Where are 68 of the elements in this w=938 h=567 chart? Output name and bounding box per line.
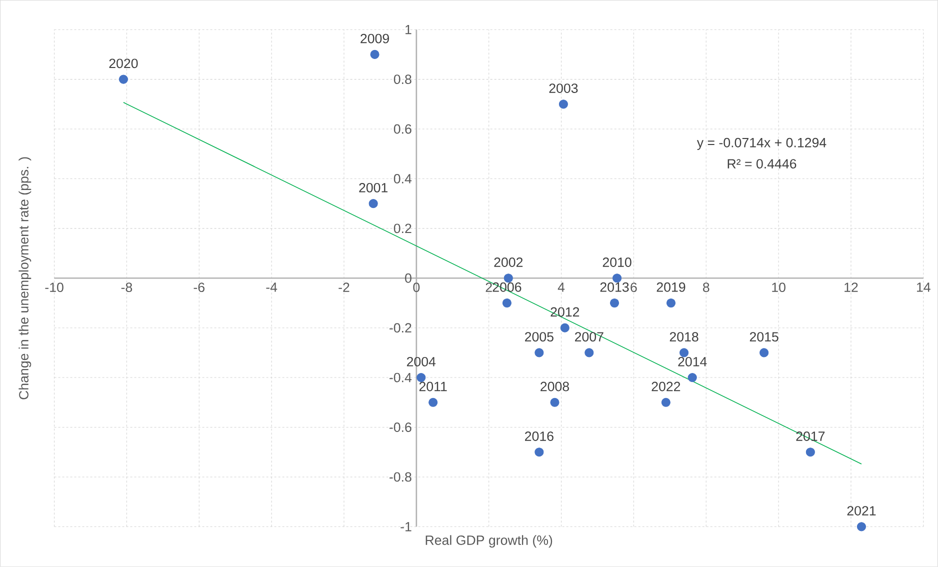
annotation: 2007 (574, 332, 604, 342)
y-tick-label: 0.6 (394, 124, 412, 134)
annotation: 2001 (359, 183, 388, 192)
point (370, 50, 380, 60)
x-axis-title: Real GDP growth (%) (426, 535, 552, 548)
point (610, 298, 620, 308)
annotation: 2016 (525, 432, 554, 441)
point (584, 348, 594, 358)
x-tick-label: 8 (703, 282, 710, 292)
y-tick-label: -1 (400, 522, 412, 532)
point (760, 348, 769, 358)
point (550, 398, 560, 407)
x-tick-label: -10 (45, 282, 64, 292)
annotation: 2015 (750, 332, 778, 342)
annotation: 2005 (525, 332, 554, 342)
point (661, 398, 670, 407)
annotation: 2008 (540, 382, 569, 392)
annotation: 2020 (109, 58, 138, 68)
y-axis-title: Change in the unemployment rate (pps. ) (18, 157, 32, 400)
point (856, 522, 866, 532)
x-tick-label: 14 (917, 282, 930, 292)
point (806, 448, 815, 457)
point (502, 298, 512, 308)
x-tick-label: -2 (338, 282, 350, 292)
annotation: 2009 (360, 34, 389, 44)
x-tick-label: 4 (558, 282, 565, 292)
annotation: 2019 (656, 282, 686, 292)
point (679, 348, 689, 358)
x-tick-label: 6 (630, 282, 637, 292)
annotation: 2003 (549, 84, 578, 94)
x-tick-label: 12 (844, 282, 858, 292)
annotation: 2022 (652, 382, 680, 392)
y-tick-label: -0.6 (390, 422, 412, 432)
point (534, 348, 544, 358)
annotation: 2010 (602, 258, 632, 267)
annotation: 2021 (847, 506, 876, 516)
annotation: y = -0.0714x + 0.1294 (696, 138, 826, 150)
annotation: 2004 (406, 356, 436, 366)
y-tick-label: 1 (406, 25, 412, 34)
point (368, 199, 378, 208)
y-tick-label: -0.4 (390, 372, 412, 382)
y-tick-label: 0.8 (394, 74, 412, 84)
y-tick-label: 0 (405, 273, 412, 283)
x-tick-label: -8 (121, 282, 132, 292)
point (428, 398, 438, 407)
annotation: R² = 0.4446 (728, 159, 796, 169)
annotation: 2013 (600, 282, 629, 292)
annotation: 2012 (550, 307, 580, 317)
point (688, 373, 697, 382)
y-tick-label: 0.4 (394, 174, 412, 184)
point (558, 100, 568, 109)
point (560, 323, 570, 332)
x-tick-label: -4 (266, 282, 278, 292)
y-tick-label: -0.2 (390, 323, 412, 333)
point (118, 74, 128, 84)
x-tick-label: 10 (772, 282, 786, 292)
y-tick-label: 0.2 (394, 224, 412, 234)
y-tick-label: -0.8 (390, 472, 412, 482)
x-tick-label: 0 (413, 282, 420, 292)
annotation: 2014 (678, 356, 707, 366)
point (666, 298, 676, 308)
x-tick-label: 2 (486, 282, 492, 292)
annotation: 2018 (670, 332, 698, 342)
annotation: 2002 (494, 258, 523, 267)
point (416, 373, 426, 382)
annotation: 2011 (419, 382, 447, 392)
x-tick-label: -6 (194, 282, 204, 292)
point (534, 448, 544, 457)
